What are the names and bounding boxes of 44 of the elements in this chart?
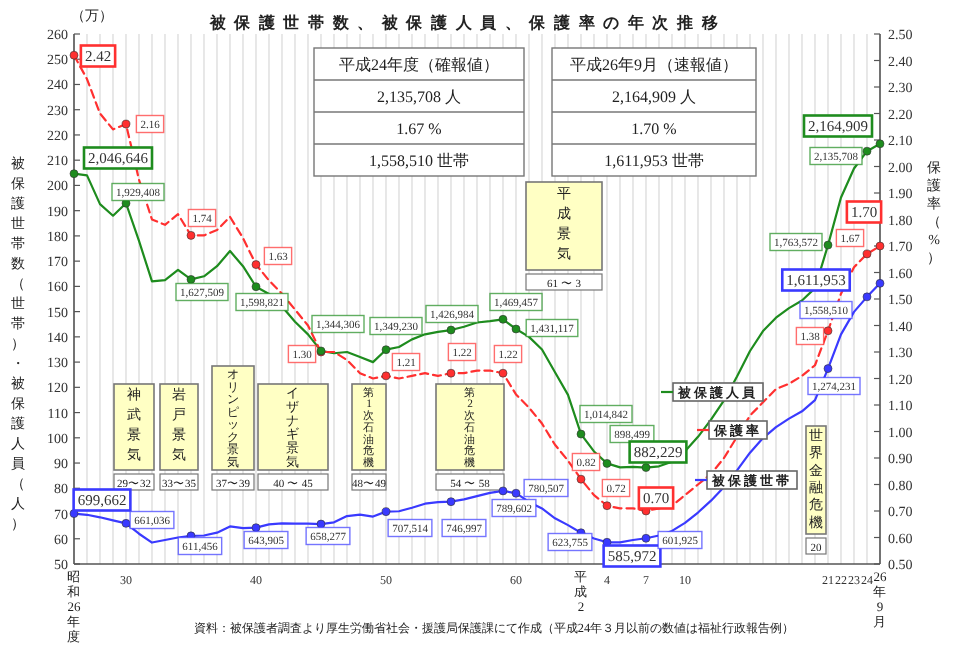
point <box>576 429 586 439</box>
point <box>875 139 885 149</box>
point <box>823 240 833 250</box>
point <box>381 371 391 381</box>
point <box>446 368 456 378</box>
point <box>381 507 391 516</box>
point <box>602 501 612 510</box>
point <box>121 119 131 129</box>
annotation: 1,611,953 世帯 <box>604 151 704 170</box>
point <box>251 523 261 532</box>
point <box>381 345 391 354</box>
annotation: 2,135,708 人 <box>377 87 461 106</box>
point <box>121 519 131 528</box>
point <box>69 50 79 60</box>
point <box>823 326 833 336</box>
annotation: 平成26年9月（速報値） <box>570 55 738 74</box>
point <box>186 275 196 284</box>
point <box>641 463 651 472</box>
annotation: 2,164,909 人 <box>612 87 696 106</box>
point <box>641 533 651 543</box>
annotation: 1.67 % <box>396 119 443 138</box>
point <box>316 519 326 529</box>
chart-title: 被保護世帯数、被保護人員、保護率の年次推移 <box>207 12 727 32</box>
point <box>498 368 508 378</box>
point <box>511 324 521 334</box>
point <box>862 249 872 259</box>
point <box>875 279 885 288</box>
annotation: 平成24年度（確報値） <box>339 55 499 74</box>
point <box>602 459 612 468</box>
point <box>446 497 456 506</box>
point <box>498 486 508 496</box>
point <box>186 231 196 240</box>
point <box>251 260 261 269</box>
point <box>862 292 872 302</box>
point <box>511 488 521 498</box>
annotation: 1.70 % <box>631 119 678 138</box>
point <box>69 169 79 178</box>
annotation: 1,558,510 世帯 <box>369 151 469 170</box>
point <box>823 364 833 373</box>
point <box>498 315 508 324</box>
point <box>446 325 456 335</box>
point <box>251 282 261 291</box>
point <box>576 474 586 484</box>
point <box>862 146 872 156</box>
